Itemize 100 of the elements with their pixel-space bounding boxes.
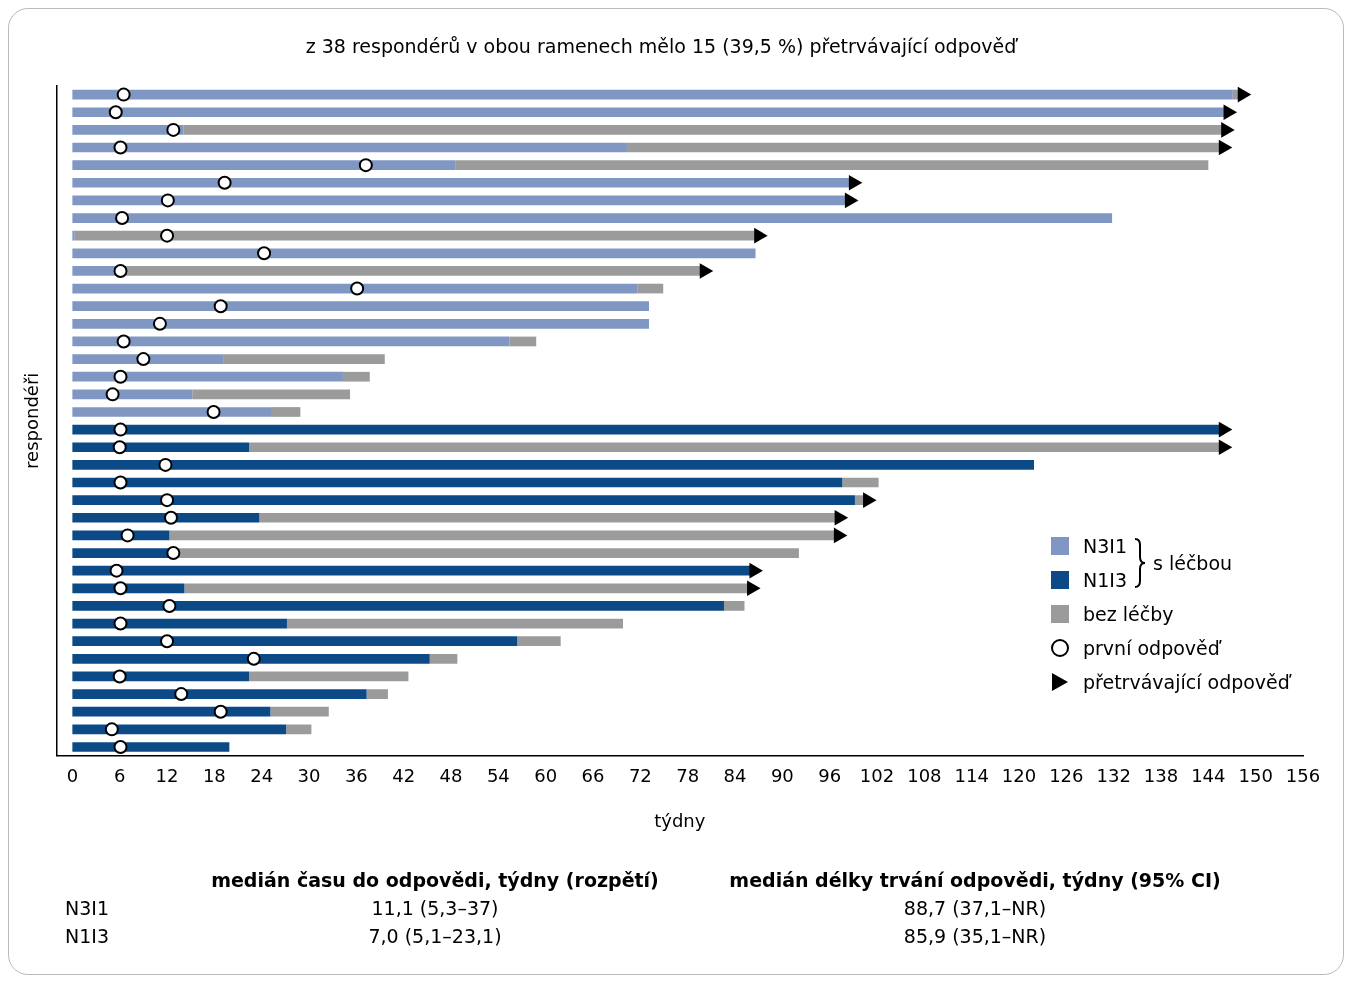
point xyxy=(174,687,189,702)
text: 85,9 (35,1–NR) xyxy=(902,925,1048,947)
bar xyxy=(249,671,409,682)
point xyxy=(115,211,130,226)
x-tick-label: 30 xyxy=(297,765,321,787)
point xyxy=(1218,421,1233,438)
bar xyxy=(72,495,855,505)
point xyxy=(213,299,228,314)
bar xyxy=(72,601,724,611)
bar xyxy=(72,407,272,417)
x-tick-label: 54 xyxy=(486,765,510,787)
point xyxy=(166,122,181,137)
text: N1I3 xyxy=(65,925,110,947)
bar xyxy=(72,689,367,699)
x-tick-label: 108 xyxy=(907,765,942,787)
bar xyxy=(271,407,301,417)
point xyxy=(113,369,128,384)
point xyxy=(749,562,763,579)
bar xyxy=(72,142,627,153)
x-tick-label: 60 xyxy=(534,765,558,787)
bar xyxy=(509,336,537,347)
point xyxy=(163,510,178,525)
bar xyxy=(72,283,638,294)
point xyxy=(136,352,151,367)
bar xyxy=(723,601,745,611)
point xyxy=(116,334,131,349)
bar xyxy=(72,318,650,329)
point xyxy=(160,228,175,243)
bar xyxy=(72,512,260,523)
point xyxy=(213,704,228,719)
point xyxy=(113,616,128,631)
x-tick-label: 156 xyxy=(1285,765,1321,787)
point xyxy=(848,174,863,191)
x-tick-label: 18 xyxy=(202,765,226,787)
point xyxy=(104,722,119,737)
bar xyxy=(72,371,343,382)
x-tick-label: 78 xyxy=(676,765,700,787)
x-tick-label: 114 xyxy=(954,765,989,787)
bar xyxy=(72,213,1113,223)
bar xyxy=(72,248,756,259)
x-tick-label: 36 xyxy=(344,765,368,787)
bar xyxy=(270,706,329,717)
point xyxy=(113,739,128,754)
point xyxy=(113,140,128,155)
point xyxy=(747,580,761,597)
bar xyxy=(72,653,430,664)
point xyxy=(158,457,173,472)
bar xyxy=(72,477,843,488)
point xyxy=(113,581,128,596)
point xyxy=(844,192,859,209)
bar xyxy=(72,301,650,312)
legend-label: bez léčby xyxy=(1083,603,1174,625)
point xyxy=(246,651,261,666)
bar xyxy=(72,89,1233,100)
point xyxy=(350,281,365,296)
x-tick-label: 42 xyxy=(392,765,416,787)
bar xyxy=(72,354,224,364)
bar xyxy=(429,653,458,664)
x-tick-label: 102 xyxy=(859,765,895,787)
text: N3I1 xyxy=(65,897,110,919)
bar xyxy=(192,389,351,400)
x-tick-label: 24 xyxy=(250,765,274,787)
point xyxy=(1223,104,1238,121)
bar xyxy=(72,442,250,453)
point xyxy=(834,509,849,526)
bar xyxy=(72,548,170,558)
point xyxy=(113,475,128,490)
bar xyxy=(72,160,456,170)
legend-label: první odpověď xyxy=(1083,637,1220,659)
point xyxy=(120,528,135,543)
x-tick-label: 132 xyxy=(1096,765,1131,787)
point xyxy=(113,422,128,437)
point xyxy=(257,246,272,261)
point xyxy=(1221,122,1235,138)
text: medián času do odpovědi, týdny (rozpětí) xyxy=(210,869,660,891)
bar xyxy=(455,160,1209,170)
point xyxy=(166,546,181,561)
point xyxy=(217,175,232,190)
x-tick-label: 12 xyxy=(155,765,179,787)
x-tick-label: 84 xyxy=(723,765,747,787)
x-tick-label: 126 xyxy=(1049,765,1084,787)
legend-label: přetrvávající odpověď xyxy=(1083,671,1290,693)
point xyxy=(1237,86,1252,103)
point xyxy=(1218,439,1233,456)
point xyxy=(112,669,127,684)
point xyxy=(1218,139,1233,156)
bar xyxy=(286,724,312,735)
point xyxy=(863,492,877,508)
point xyxy=(699,263,714,279)
point xyxy=(152,316,167,331)
point xyxy=(206,404,221,419)
bar xyxy=(842,477,879,488)
bar xyxy=(637,283,664,294)
x-tick-label: 150 xyxy=(1238,765,1273,787)
x-tick-label: 138 xyxy=(1143,765,1179,787)
bar xyxy=(72,636,518,647)
bar xyxy=(72,706,271,717)
point xyxy=(358,158,373,173)
x-tick-label: 96 xyxy=(818,765,842,787)
bar xyxy=(366,689,388,699)
